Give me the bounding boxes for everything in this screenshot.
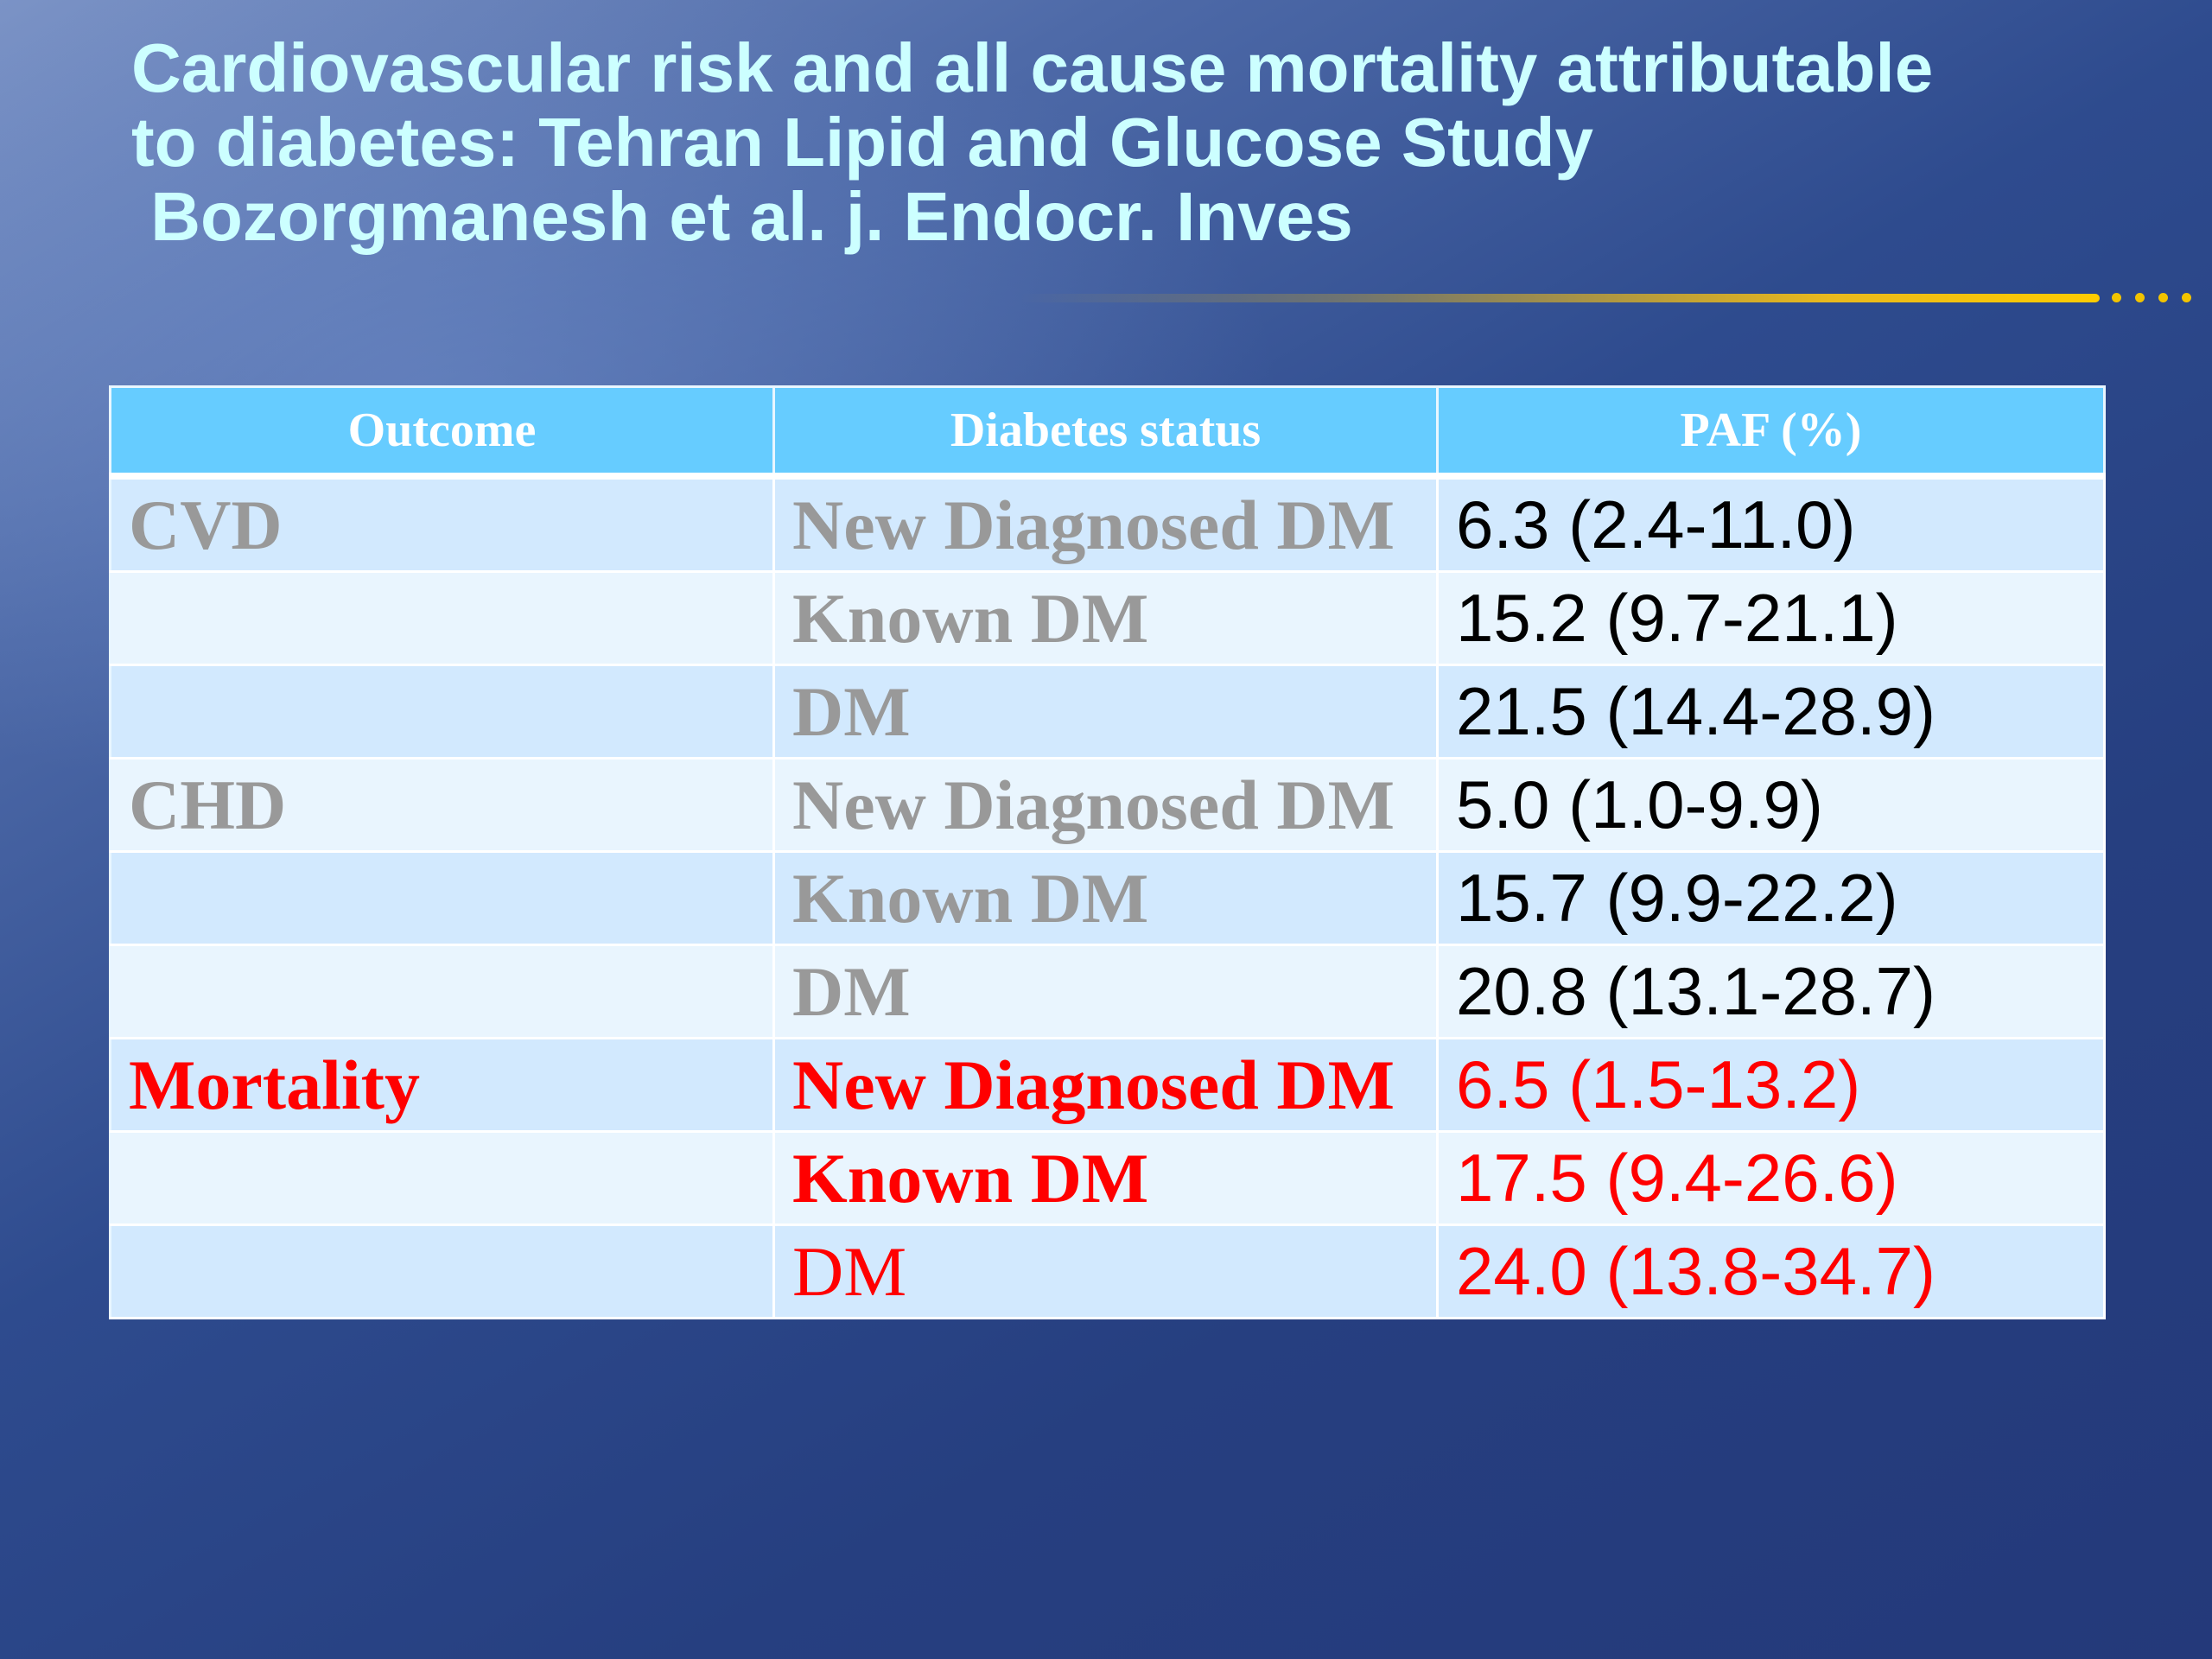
table-row: DM 20.8 (13.1-28.7) xyxy=(110,944,2106,1039)
cell-paf: 17.5 (9.4-26.6) xyxy=(1437,1131,2106,1226)
cell-outcome: Mortality xyxy=(110,1038,775,1133)
table-row: CHD New Diagnosed DM 5.0 (1.0-9.9) xyxy=(110,758,2106,853)
cell-outcome: CHD xyxy=(110,758,775,853)
cell-outcome xyxy=(110,571,775,666)
cell-paf: 15.7 (9.9-22.2) xyxy=(1437,851,2106,946)
table-row-highlighted: Known DM 17.5 (9.4-26.6) xyxy=(110,1131,2106,1226)
table-row: Known DM 15.7 (9.9-22.2) xyxy=(110,851,2106,946)
header-paf: PAF (%) xyxy=(1437,386,2106,480)
header-outcome: Outcome xyxy=(110,386,775,480)
title-line-3: Bozorgmanesh et al. j. Endocr. Inves xyxy=(131,178,1353,255)
cell-paf: 20.8 (13.1-28.7) xyxy=(1437,944,2106,1039)
cell-status: DM xyxy=(773,664,1439,760)
cell-outcome xyxy=(110,1131,775,1226)
decorative-gold-rule xyxy=(1020,294,2100,302)
cell-paf: 15.2 (9.7-21.1) xyxy=(1437,571,2106,666)
cell-status: DM xyxy=(773,1224,1439,1319)
cell-status: DM xyxy=(773,944,1439,1039)
cell-paf: 6.5 (1.5-13.2) xyxy=(1437,1038,2106,1133)
cell-status: Known DM xyxy=(773,851,1439,946)
table-row: CVD New Diagnosed DM 6.3 (2.4-11.0) xyxy=(110,476,2106,573)
table-header-row: Outcome Diabetes status PAF (%) xyxy=(110,386,2106,480)
table-row: Known DM 15.2 (9.7-21.1) xyxy=(110,571,2106,666)
cell-paf: 24.0 (13.8-34.7) xyxy=(1437,1224,2106,1319)
title-line-2: to diabetes: Tehran Lipid and Glucose St… xyxy=(131,104,1594,181)
table-row: DM 21.5 (14.4-28.9) xyxy=(110,664,2106,760)
cell-outcome xyxy=(110,851,775,946)
table-row-highlighted: DM 24.0 (13.8-34.7) xyxy=(110,1224,2106,1319)
cell-status: New Diagnosed DM xyxy=(773,758,1439,853)
cell-status: Known DM xyxy=(773,571,1439,666)
title-line-1: Cardiovascular risk and all cause mortal… xyxy=(131,29,1934,106)
dot xyxy=(2182,293,2191,302)
cell-outcome xyxy=(110,944,775,1039)
dot xyxy=(2158,293,2168,302)
dot xyxy=(2135,293,2145,302)
slide-title: Cardiovascular risk and all cause mortal… xyxy=(131,31,2119,254)
cell-paf: 21.5 (14.4-28.9) xyxy=(1437,664,2106,760)
dot xyxy=(2112,293,2121,302)
paf-table: Outcome Diabetes status PAF (%) CVD New … xyxy=(109,385,2106,1319)
header-diabetes-status: Diabetes status xyxy=(773,386,1439,480)
cell-status: Known DM xyxy=(773,1131,1439,1226)
decorative-dots xyxy=(2112,293,2191,302)
table-row-highlighted: Mortality New Diagnosed DM 6.5 (1.5-13.2… xyxy=(110,1038,2106,1133)
cell-outcome xyxy=(110,1224,775,1319)
cell-status: New Diagnosed DM xyxy=(773,476,1439,573)
cell-paf: 6.3 (2.4-11.0) xyxy=(1437,476,2106,573)
cell-status: New Diagnosed DM xyxy=(773,1038,1439,1133)
cell-paf: 5.0 (1.0-9.9) xyxy=(1437,758,2106,853)
cell-outcome: CVD xyxy=(110,476,775,573)
cell-outcome xyxy=(110,664,775,760)
